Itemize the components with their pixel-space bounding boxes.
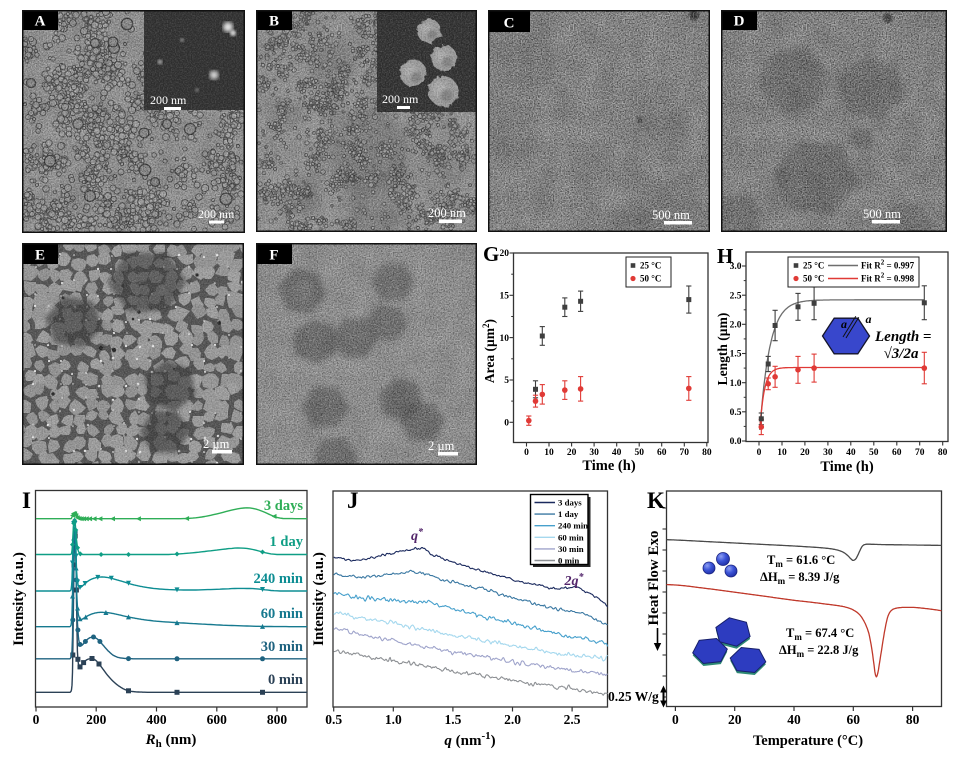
svg-text:200 nm: 200 nm xyxy=(428,206,466,220)
svg-text:200 nm: 200 nm xyxy=(382,92,419,106)
svg-text:500 nm: 500 nm xyxy=(863,207,901,221)
svg-text:500 nm: 500 nm xyxy=(652,208,690,222)
svg-text:A: A xyxy=(35,14,46,30)
svg-text:D: D xyxy=(734,14,745,30)
svg-text:B: B xyxy=(269,14,279,30)
svg-text:200 nm: 200 nm xyxy=(150,93,187,107)
svg-text:200 nm: 200 nm xyxy=(198,207,235,221)
svg-text:C: C xyxy=(504,16,515,32)
